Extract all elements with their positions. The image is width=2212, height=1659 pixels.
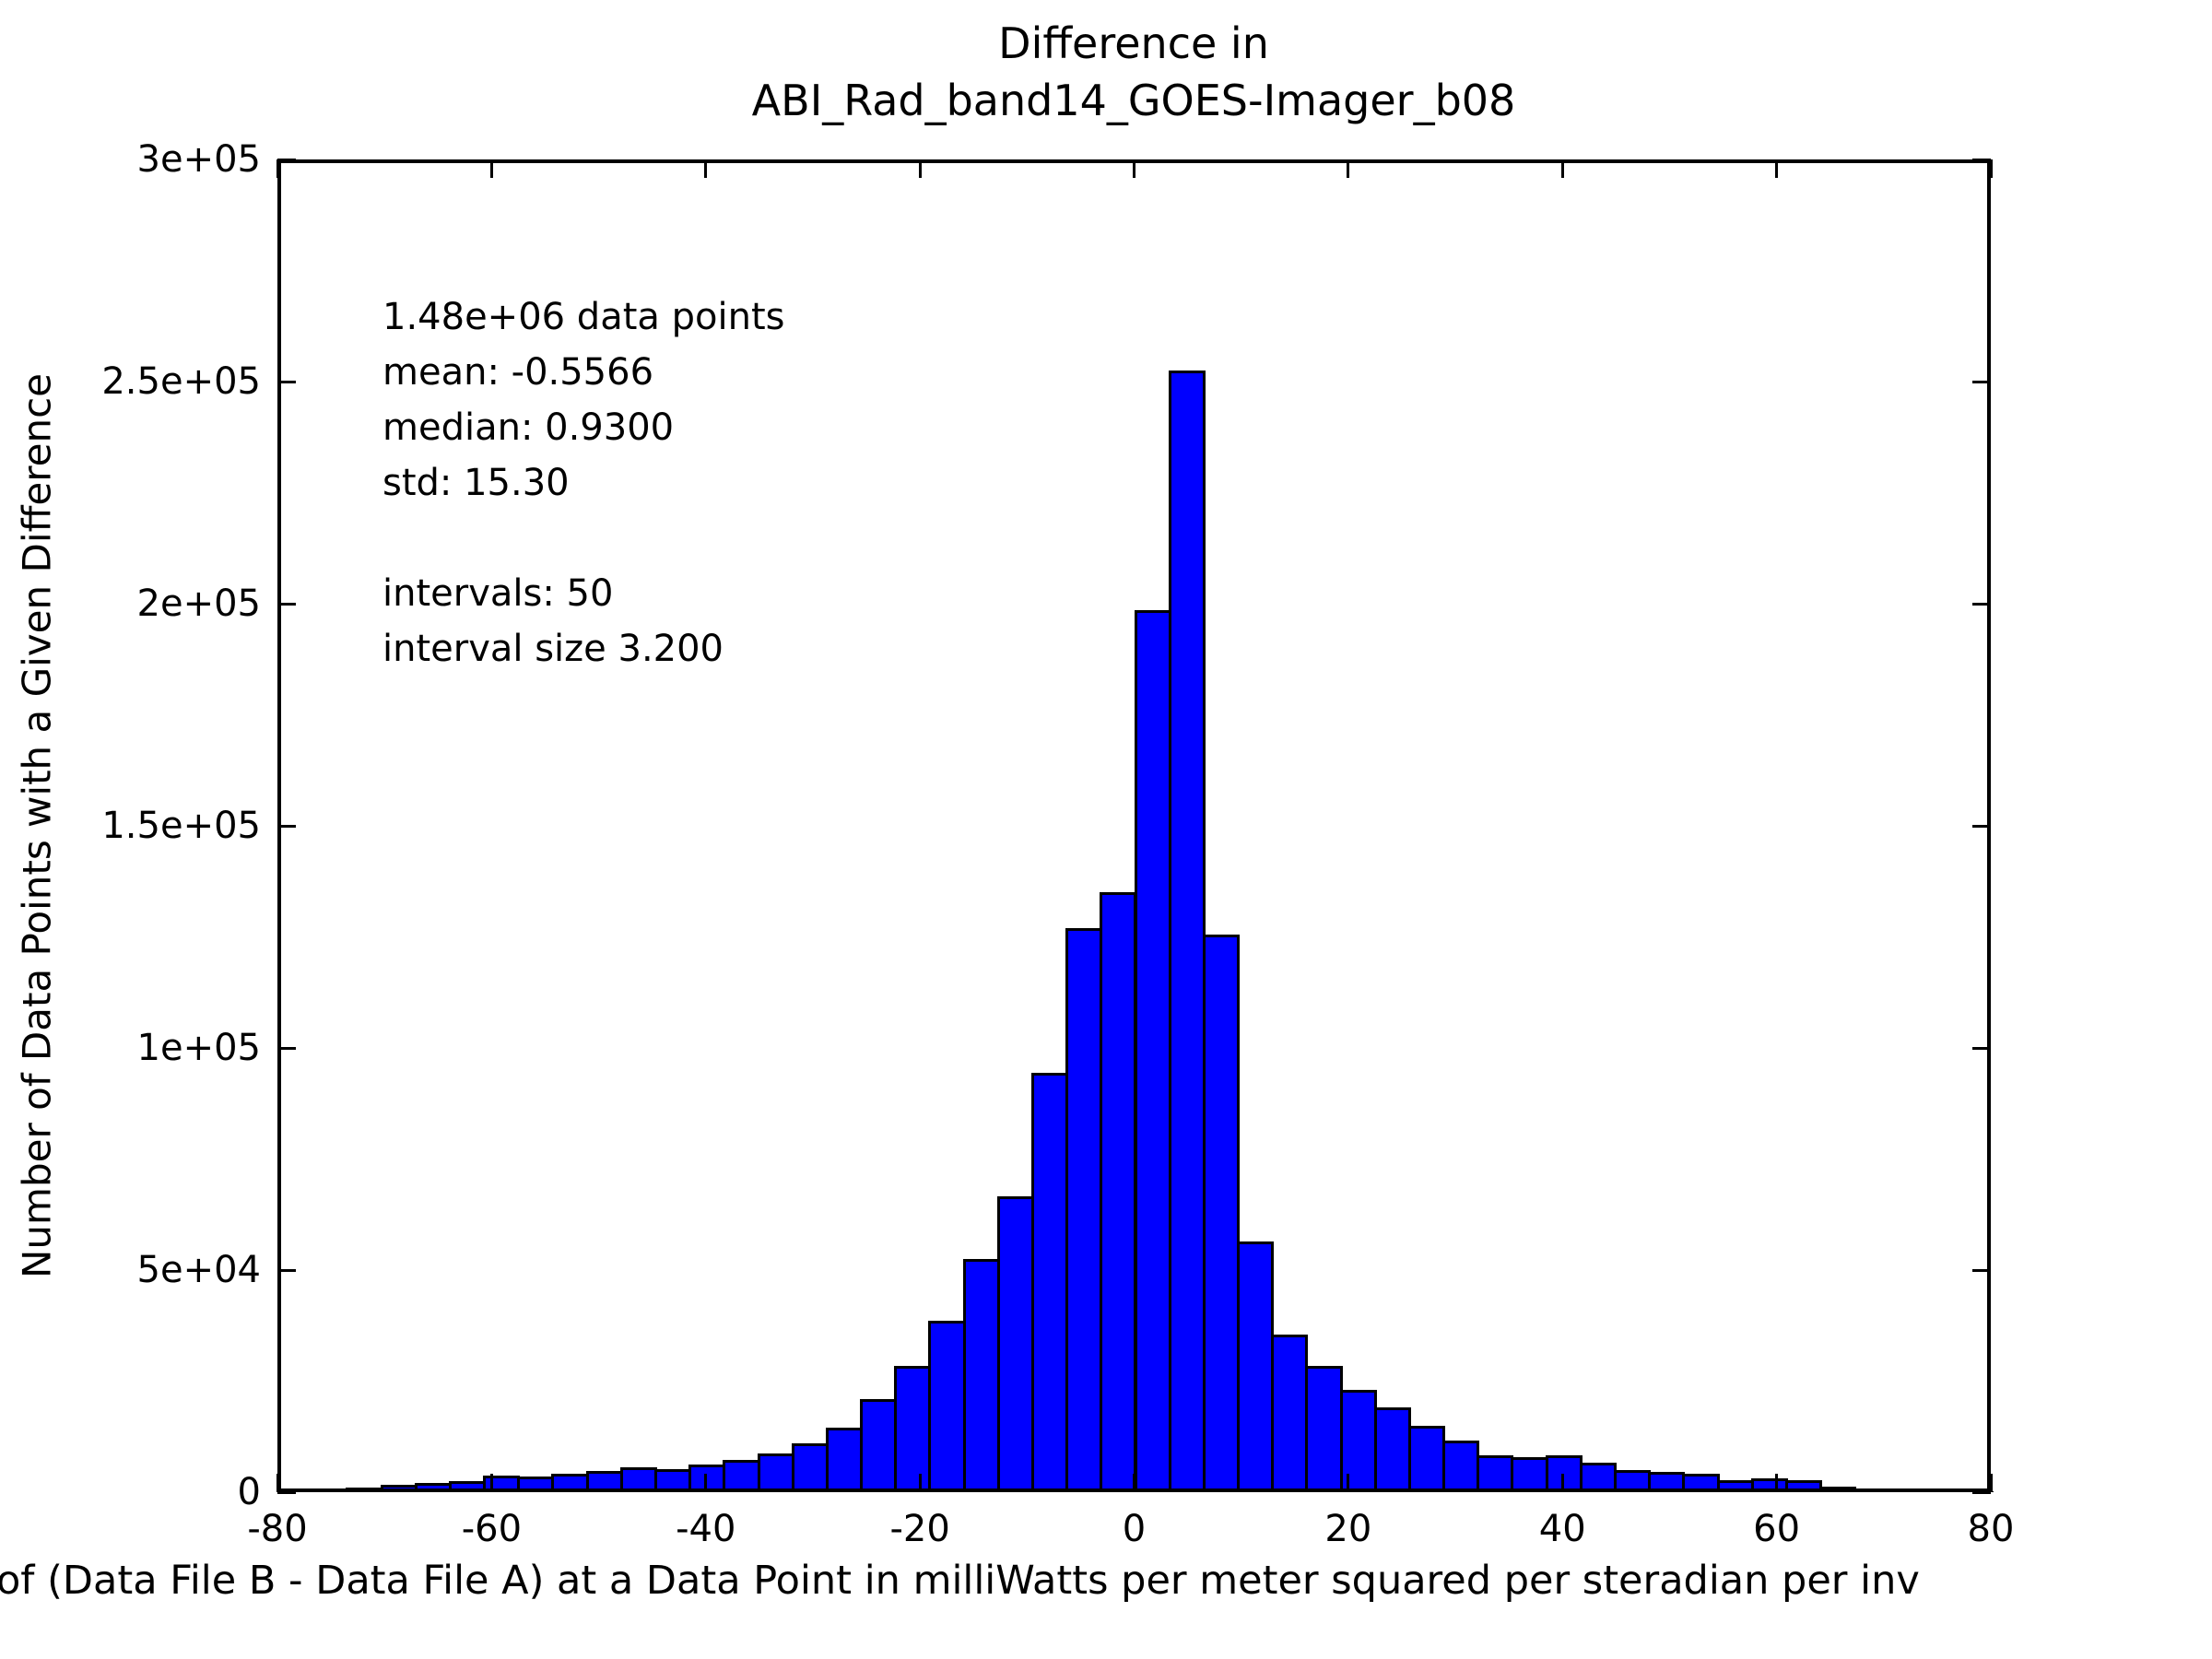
stats-annotation-line: interval size 3.200 — [382, 628, 724, 670]
histogram-bar — [894, 1365, 932, 1492]
x-axis-tick — [918, 1474, 922, 1492]
x-axis-tick — [1775, 159, 1779, 178]
y-axis-tick — [1972, 380, 1991, 383]
y-axis-tick — [277, 1268, 296, 1272]
x-axis-tick — [704, 1474, 708, 1492]
chart-title-line1: Difference in — [998, 18, 1269, 68]
histogram-bar — [1202, 935, 1241, 1492]
left-spine — [277, 159, 281, 1492]
y-tick-label: 1e+05 — [136, 1027, 261, 1069]
x-tick-label: -40 — [676, 1508, 736, 1550]
histogram-bar — [1271, 1334, 1309, 1492]
histogram-bar — [723, 1460, 760, 1492]
x-axis-tick — [1560, 159, 1564, 178]
y-axis-tick — [1972, 1490, 1991, 1494]
histogram-bar — [996, 1196, 1034, 1492]
x-axis-tick — [1347, 1474, 1350, 1492]
histogram-bar — [1134, 610, 1171, 1492]
x-axis-tick — [1133, 1474, 1135, 1492]
y-axis-tick — [1972, 824, 1991, 828]
x-tick-label: 60 — [1753, 1508, 1801, 1550]
y-axis-tick — [277, 1490, 296, 1494]
stats-annotation: 1.48e+06 data points mean: -0.5566 median:… — [382, 289, 784, 677]
x-axis-tick — [1989, 1474, 1993, 1492]
y-axis-tick — [1972, 602, 1991, 606]
x-axis-tick — [489, 159, 493, 178]
right-spine — [1987, 159, 1991, 1492]
x-tick-label: -20 — [889, 1508, 950, 1550]
plot-area — [276, 158, 1994, 1494]
y-axis-tick — [277, 380, 296, 383]
stats-annotation-line: intervals: 50 — [382, 572, 614, 615]
histogram-bar — [1511, 1456, 1548, 1492]
y-tick-label: 1.5e+05 — [101, 805, 261, 847]
chart-title-line2: ABI_Rad_band14_GOES-Imager_b08 — [751, 76, 1516, 125]
x-axis-tick — [1775, 1474, 1779, 1492]
histogram-bar — [1065, 927, 1103, 1492]
x-tick-label: -80 — [247, 1508, 308, 1550]
histogram-bar — [1407, 1425, 1446, 1492]
x-axis-tick — [1133, 159, 1135, 178]
y-tick-label: 5e+04 — [136, 1249, 261, 1291]
histogram-bar — [928, 1321, 966, 1492]
x-tick-label: 40 — [1538, 1508, 1586, 1550]
x-tick-label: 0 — [1122, 1508, 1147, 1550]
x-axis-tick — [1989, 159, 1993, 178]
x-axis-tick — [704, 159, 708, 178]
histogram-bar — [1339, 1390, 1377, 1492]
stats-annotation-line: 1.48e+06 data points — [382, 296, 785, 338]
y-tick-label: 0 — [237, 1471, 261, 1513]
y-axis-tick — [1972, 1268, 1991, 1272]
histogram-bar — [1168, 370, 1206, 1492]
x-axis-tick — [918, 159, 922, 178]
y-axis-tick — [277, 602, 296, 606]
x-tick-label: 20 — [1324, 1508, 1372, 1550]
stats-annotation-line: median: 0.9300 — [382, 406, 675, 449]
y-axis-tick — [277, 824, 296, 828]
histogram-bar — [1373, 1407, 1411, 1492]
stats-annotation-line — [382, 511, 784, 566]
histogram-bar — [1237, 1241, 1275, 1492]
histogram-bar — [1100, 892, 1137, 1492]
bottom-spine — [277, 1488, 1991, 1492]
y-axis-tick — [1972, 1046, 1991, 1050]
histogram-bar — [860, 1398, 898, 1492]
chart-title: Difference in ABI_Rad_band14_GOES-Imager… — [752, 15, 1516, 129]
histogram-bar — [825, 1428, 864, 1492]
histogram-bar — [757, 1453, 794, 1492]
x-axis-label: of (Data File B - Data File A) at a Data… — [0, 1558, 1920, 1604]
x-axis-tick — [489, 1474, 493, 1492]
top-spine — [277, 159, 1991, 163]
histogram-bar — [1442, 1440, 1480, 1492]
stats-annotation-line: std: 15.30 — [382, 462, 570, 504]
histogram-bar — [1477, 1454, 1514, 1492]
histogram-bar — [1030, 1072, 1069, 1492]
y-tick-label: 2e+05 — [136, 582, 261, 625]
x-tick-label: 80 — [1967, 1508, 2015, 1550]
histogram-bar — [1305, 1365, 1343, 1492]
histogram-bar — [962, 1258, 1000, 1492]
x-tick-label: -60 — [461, 1508, 523, 1550]
x-axis-tick — [1560, 1474, 1564, 1492]
y-tick-label: 2.5e+05 — [101, 360, 261, 403]
x-axis-tick — [1347, 159, 1350, 178]
stats-annotation-line: mean: -0.5566 — [382, 351, 654, 394]
y-axis-tick — [277, 1046, 296, 1050]
histogram-bar — [791, 1442, 829, 1492]
y-tick-label: 3e+05 — [136, 138, 261, 181]
